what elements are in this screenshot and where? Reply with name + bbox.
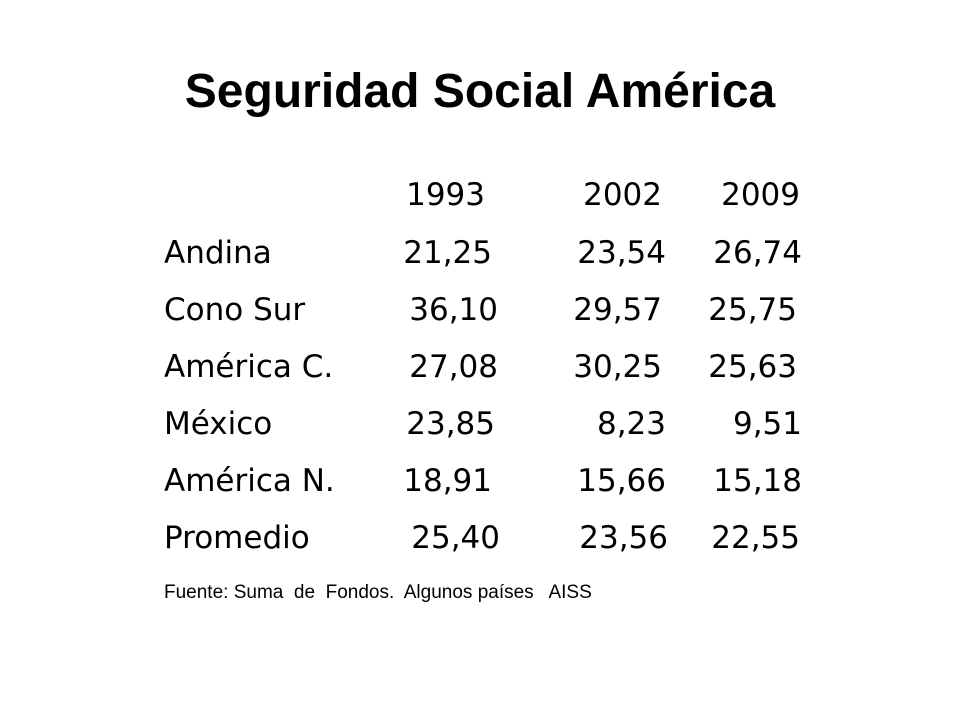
row-label-america-c: América C. — [164, 349, 334, 385]
row-label-mexico: México — [164, 406, 273, 442]
row-label-cono-sur: Cono Sur — [164, 292, 306, 328]
slide-title: Seguridad Social América — [184, 65, 776, 118]
cell-andina-2009: 26,74 — [713, 235, 802, 271]
cell-cono-sur-2002: 29,57 — [573, 292, 662, 328]
cell-promedio-2009: 22,55 — [711, 520, 800, 556]
cell-america-c-2002: 30,25 — [573, 349, 662, 385]
column-header-1993: 1993 — [406, 177, 485, 213]
cell-cono-sur-2009: 25,75 — [708, 292, 797, 328]
row-label-america-n: América N. — [164, 463, 335, 499]
cell-america-c-2009: 25,63 — [708, 349, 797, 385]
cell-andina-1993: 21,25 — [403, 235, 492, 271]
cell-promedio-2002: 23,56 — [579, 520, 668, 556]
column-header-2009: 2009 — [721, 177, 800, 213]
cell-america-n-1993: 18,91 — [403, 463, 492, 499]
cell-america-n-2009: 15,18 — [713, 463, 802, 499]
cell-cono-sur-1993: 36,10 — [409, 292, 498, 328]
cell-mexico-2009: 9,51 — [732, 406, 802, 442]
cell-america-c-1993: 27,08 — [409, 349, 498, 385]
cell-mexico-2002: 8,23 — [596, 406, 666, 442]
cell-america-n-2002: 15,66 — [577, 463, 666, 499]
cell-mexico-1993: 23,85 — [406, 406, 495, 442]
column-header-2002: 2002 — [583, 177, 662, 213]
cell-promedio-1993: 25,40 — [411, 520, 500, 556]
source-note: Fuente: Suma de Fondos. Algunos países A… — [164, 582, 592, 603]
cell-andina-2002: 23,54 — [577, 235, 666, 271]
row-label-andina: Andina — [164, 235, 272, 271]
row-label-promedio: Promedio — [164, 520, 310, 556]
